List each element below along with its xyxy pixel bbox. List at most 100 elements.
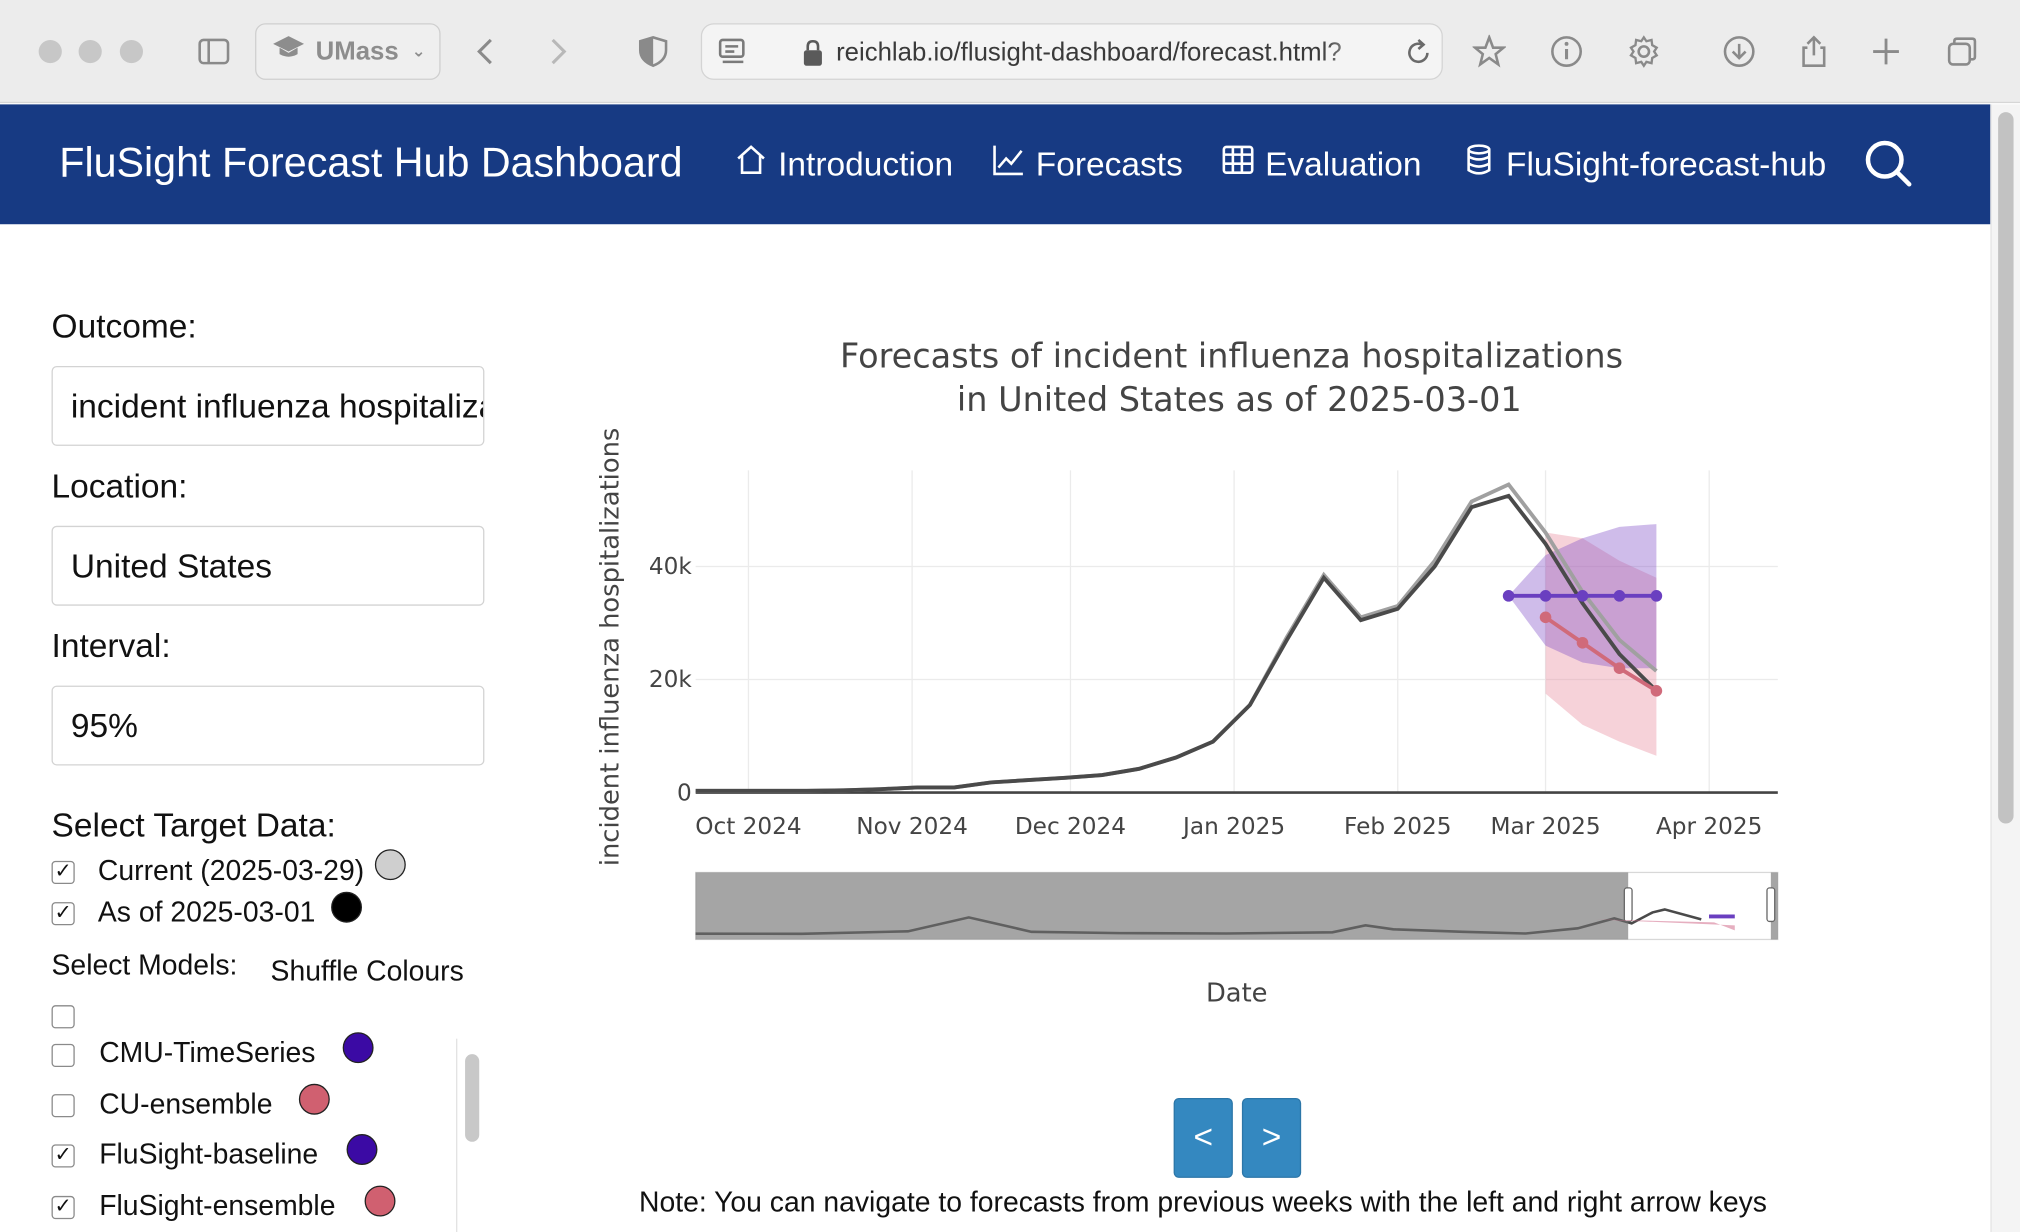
site-brand[interactable]: FluSight Forecast Hub Dashboard [59,139,683,186]
model-baseline-label: FluSight-baseline [99,1137,319,1171]
model-baseline-checkbox[interactable]: ✓ [51,1144,75,1168]
target-asof-color-dot [331,891,363,923]
x-tick-label: Nov 2024 [856,813,968,840]
baseline-point[interactable] [1502,590,1515,602]
page-scrollbar-thumb[interactable] [1998,112,2014,824]
nav-evaluation-label: Evaluation [1265,144,1422,183]
forward-icon[interactable] [533,28,579,74]
profile-label: UMass [315,36,399,66]
shield-icon[interactable] [630,28,676,74]
address-bar[interactable]: reichlab.io/flusight-dashboard/forecast.… [700,23,1443,80]
new-tab-icon[interactable] [1863,28,1909,74]
ensemble-point[interactable] [1613,662,1626,675]
current-data-line [695,482,1658,793]
search-icon[interactable] [1863,138,1915,190]
reload-icon[interactable] [1403,37,1434,74]
info-icon[interactable] [1543,28,1589,74]
reader-mode-icon[interactable] [718,36,749,73]
baseline-point[interactable] [1650,590,1663,602]
graduation-cap-icon [272,34,305,70]
nav-forecasts[interactable]: Forecasts [992,143,1183,186]
url-text: reichlab.io/flusight-dashboard/forecast.… [836,38,1342,68]
next-week-button[interactable]: > [1241,1097,1302,1178]
nav-evaluation[interactable]: Evaluation [1221,143,1422,186]
model-ensemble-checkbox[interactable]: ✓ [51,1195,75,1220]
target-asof-checkbox[interactable]: ✓ [51,902,75,926]
profile-button[interactable]: UMass ⌄ [255,23,441,80]
previous-week-button[interactable]: < [1173,1097,1233,1178]
model-cu-label: CU-ensemble [99,1087,273,1120]
y-tick-label: 20k [649,666,692,693]
model-cu-checkbox[interactable] [51,1094,75,1118]
window-minimize-button[interactable] [78,39,102,64]
x-tick-label: Apr 2025 [1656,813,1762,840]
nav-forecasts-label: Forecasts [1035,144,1183,183]
browser-toolbar: UMass ⌄ reichlab.io/flusight-dashboard/f… [0,0,2020,104]
x-tick-label: Feb 2025 [1344,813,1451,840]
location-select[interactable]: United States [51,525,485,606]
nav-forecast-hub[interactable]: FluSight-forecast-hub [1462,143,1826,186]
forecast-chart[interactable]: Forecasts of incident influenza hospital… [567,309,1868,1031]
models-scrollbar[interactable] [456,1038,484,1232]
page-scrollbar[interactable] [1990,104,2020,1232]
navigation-note: Note: You can navigate to forecasts from… [638,1185,1767,1218]
x-tick-label: Dec 2024 [1015,813,1126,840]
model-ensemble-color-dot [364,1185,396,1217]
chevron-down-icon: ⌄ [411,41,426,61]
outcome-label: Outcome: [51,306,197,346]
ensemble-point[interactable] [1539,611,1552,624]
range-handle-left[interactable] [1623,887,1633,923]
y-tick-label: 0 [677,779,692,806]
baseline-point[interactable] [1613,590,1626,602]
baseline-point[interactable] [1539,590,1552,602]
lock-icon [803,39,824,74]
y-axis-label: incident influenza hospitalizations [595,428,625,867]
line-chart-icon [992,143,1025,186]
share-icon[interactable] [1791,28,1837,74]
download-icon[interactable] [1716,28,1762,74]
nav-introduction-label: Introduction [778,144,954,183]
model-ensemble-label: FluSight-ensemble [99,1189,336,1222]
sidebar-toggle-icon[interactable] [191,28,237,74]
ensemble-point[interactable] [1576,636,1589,649]
back-icon[interactable] [464,28,510,74]
models-label: Select Models: [51,948,238,981]
nav-introduction[interactable]: Introduction [734,143,953,186]
shuffle-colours-button[interactable]: Shuffle Colours [270,954,464,988]
ensemble-median-line [1544,615,1658,693]
home-icon [734,143,767,186]
model-cu-color-dot [298,1083,330,1115]
chart-title-line-2: in United States as of 2025-03-01 [957,380,1522,419]
ensemble-point[interactable] [1650,685,1663,697]
range-mask-left [695,872,1629,940]
url-fade [1320,34,1385,71]
model-cmu-color-dot [342,1032,374,1064]
target-data-label: Select Target Data: [51,805,336,845]
range-handle-right[interactable] [1766,887,1776,923]
interval-label: Interval: [51,626,171,665]
model-cmu-label: CMU-TimeSeries [99,1036,316,1069]
y-tick-label: 40k [649,553,692,580]
target-current-color-dot [374,849,406,881]
star-icon[interactable] [1466,28,1512,74]
gear-icon[interactable] [1621,28,1667,74]
chart-title-line-1: Forecasts of incident influenza hospital… [840,336,1623,375]
range-forecast-band [1595,919,1735,931]
x-tick-label: Mar 2025 [1490,813,1600,840]
tab-overview-icon[interactable] [1939,28,1985,74]
target-current-checkbox[interactable]: ✓ [51,860,75,885]
model-baseline-color-dot [346,1134,378,1165]
select-all-models-checkbox[interactable] [51,1005,75,1029]
interval-select[interactable]: 95% [51,685,485,766]
window-close-button[interactable] [38,39,62,64]
asof-data-line [695,493,1658,793]
baseline-point[interactable] [1576,590,1589,602]
window-zoom-button[interactable] [119,39,143,64]
model-cmu-checkbox[interactable] [51,1043,75,1068]
target-current-label: Current (2025-03-29) [97,854,365,887]
table-icon [1221,143,1254,186]
outcome-select[interactable]: incident influenza hospitalizations [51,365,485,446]
dashboard-navbar: FluSight Forecast Hub Dashboard Introduc… [0,104,1991,225]
models-scrollbar-thumb[interactable] [465,1054,480,1142]
